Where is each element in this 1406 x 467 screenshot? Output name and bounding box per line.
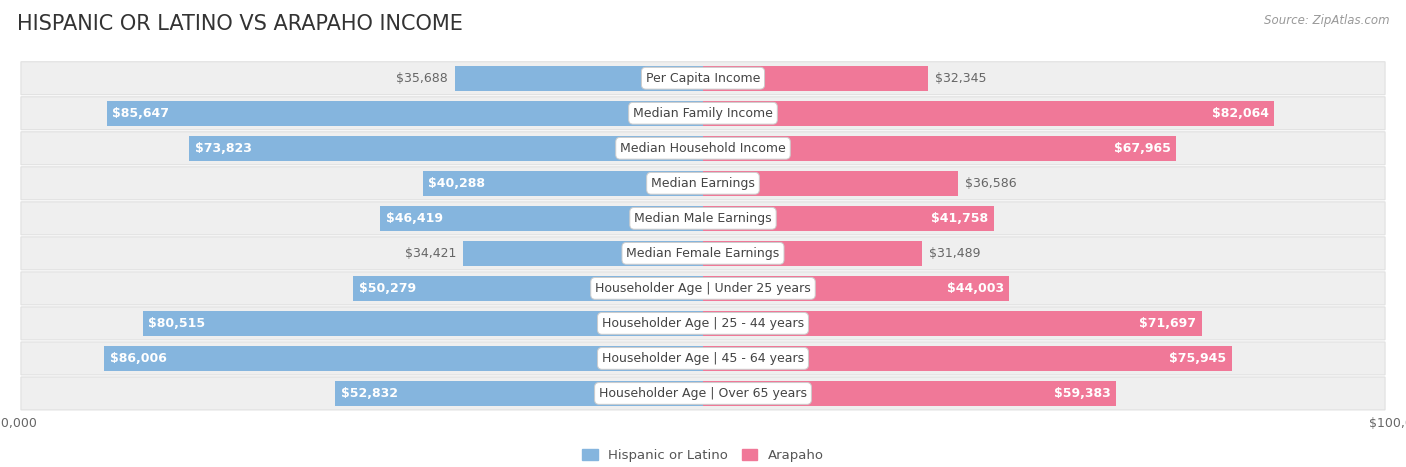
FancyBboxPatch shape xyxy=(21,202,1385,235)
Text: HISPANIC OR LATINO VS ARAPAHO INCOME: HISPANIC OR LATINO VS ARAPAHO INCOME xyxy=(17,14,463,34)
Text: Householder Age | Over 65 years: Householder Age | Over 65 years xyxy=(599,387,807,400)
FancyBboxPatch shape xyxy=(21,377,1385,410)
Bar xyxy=(703,65,928,91)
Bar xyxy=(454,65,703,91)
Bar xyxy=(703,101,1274,126)
Text: $41,758: $41,758 xyxy=(931,212,988,225)
Bar xyxy=(703,311,1202,336)
Text: Median Household Income: Median Household Income xyxy=(620,142,786,155)
Text: $71,697: $71,697 xyxy=(1139,317,1197,330)
FancyBboxPatch shape xyxy=(21,237,1385,270)
Text: Householder Age | 25 - 44 years: Householder Age | 25 - 44 years xyxy=(602,317,804,330)
Bar xyxy=(104,346,703,371)
Bar xyxy=(423,170,703,196)
Text: $52,832: $52,832 xyxy=(340,387,398,400)
Text: Householder Age | Under 25 years: Householder Age | Under 25 years xyxy=(595,282,811,295)
Text: $36,586: $36,586 xyxy=(965,177,1017,190)
Text: $44,003: $44,003 xyxy=(946,282,1004,295)
Text: Median Family Income: Median Family Income xyxy=(633,107,773,120)
Bar xyxy=(353,276,703,301)
Text: $75,945: $75,945 xyxy=(1168,352,1226,365)
Bar xyxy=(703,205,994,231)
Text: Source: ZipAtlas.com: Source: ZipAtlas.com xyxy=(1264,14,1389,27)
FancyBboxPatch shape xyxy=(21,62,1385,95)
Text: $46,419: $46,419 xyxy=(385,212,443,225)
Bar xyxy=(380,205,703,231)
Bar xyxy=(464,241,703,266)
FancyBboxPatch shape xyxy=(21,342,1385,375)
Text: $40,288: $40,288 xyxy=(429,177,485,190)
Bar xyxy=(190,135,703,161)
Bar xyxy=(703,170,957,196)
Bar xyxy=(703,241,922,266)
Text: $59,383: $59,383 xyxy=(1054,387,1111,400)
Text: Median Earnings: Median Earnings xyxy=(651,177,755,190)
Text: $67,965: $67,965 xyxy=(1114,142,1170,155)
Text: Median Male Earnings: Median Male Earnings xyxy=(634,212,772,225)
Bar xyxy=(142,311,703,336)
Text: Per Capita Income: Per Capita Income xyxy=(645,72,761,85)
Text: Median Female Earnings: Median Female Earnings xyxy=(627,247,779,260)
Bar xyxy=(703,381,1116,406)
Text: $35,688: $35,688 xyxy=(396,72,447,85)
Bar xyxy=(107,101,703,126)
Text: $73,823: $73,823 xyxy=(195,142,252,155)
Bar xyxy=(335,381,703,406)
Text: $50,279: $50,279 xyxy=(359,282,416,295)
Bar xyxy=(703,276,1010,301)
Text: $80,515: $80,515 xyxy=(148,317,205,330)
Text: $86,006: $86,006 xyxy=(110,352,167,365)
FancyBboxPatch shape xyxy=(21,307,1385,340)
FancyBboxPatch shape xyxy=(21,272,1385,305)
Text: $32,345: $32,345 xyxy=(935,72,987,85)
Text: Householder Age | 45 - 64 years: Householder Age | 45 - 64 years xyxy=(602,352,804,365)
FancyBboxPatch shape xyxy=(21,167,1385,200)
Bar xyxy=(703,135,1175,161)
Text: $31,489: $31,489 xyxy=(929,247,980,260)
Text: $82,064: $82,064 xyxy=(1212,107,1268,120)
Text: $34,421: $34,421 xyxy=(405,247,457,260)
FancyBboxPatch shape xyxy=(21,97,1385,130)
FancyBboxPatch shape xyxy=(21,132,1385,165)
Text: $85,647: $85,647 xyxy=(112,107,170,120)
Legend: Hispanic or Latino, Arapaho: Hispanic or Latino, Arapaho xyxy=(576,444,830,467)
Bar xyxy=(703,346,1232,371)
